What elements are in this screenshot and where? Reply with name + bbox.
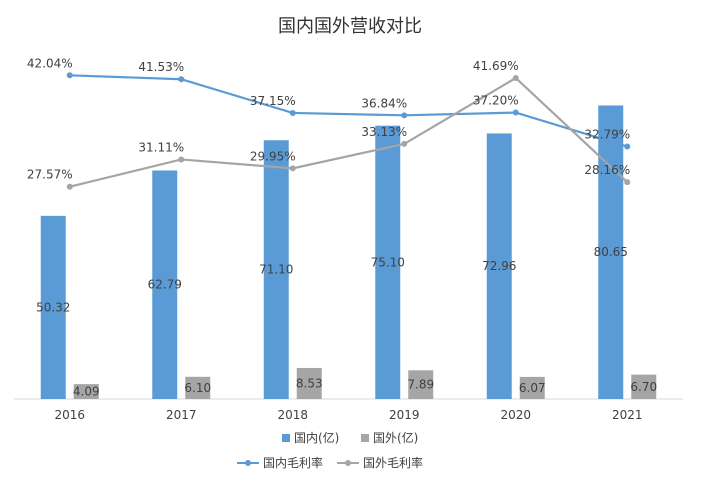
bar-domestic-2020 — [486, 133, 512, 399]
data-label-foreign-margin-2017: 31.11% — [138, 140, 184, 154]
point-foreign-margin-2017 — [178, 156, 185, 163]
legend-label-foreign: 国外(亿) — [373, 430, 418, 445]
bar-foreign-2018 — [296, 367, 322, 399]
data-label-domestic-margin-2020: 37.20% — [473, 94, 519, 108]
data-label-foreign-2019: 7.89 — [407, 378, 434, 392]
legend-swatch-domestic — [282, 434, 290, 442]
bar-layer — [40, 105, 657, 400]
bar-domestic-2018 — [263, 140, 289, 400]
data-label-domestic-margin-2021: 32.79% — [584, 128, 630, 142]
point-domestic-margin-2019 — [401, 112, 408, 119]
point-foreign-margin-2016 — [66, 183, 73, 190]
point-foreign-margin-2019 — [401, 140, 408, 147]
point-domestic-margin-2016 — [66, 72, 73, 79]
x-tick-label-2018: 2018 — [277, 408, 308, 422]
data-label-foreign-margin-2020: 41.69% — [473, 59, 519, 73]
bar-domestic-2017 — [152, 170, 178, 399]
point-domestic-margin-2020 — [512, 109, 519, 116]
data-label-layer: 50.32 4.09 62.79 6.10 71.10 8.53 75.10 7.89 72.9… — [27, 56, 657, 398]
data-label-foreign-2021: 6.70 — [630, 380, 657, 394]
legend-marker-domestic-margin — [245, 460, 251, 466]
data-label-domestic-margin-2017: 41.53% — [138, 60, 184, 74]
data-label-domestic-2021: 80.65 — [594, 245, 628, 259]
data-label-domestic-2020: 72.96 — [482, 259, 516, 273]
point-foreign-margin-2021 — [624, 179, 631, 186]
data-label-foreign-2016: 4.09 — [73, 385, 100, 399]
line-foreign-margin — [69, 76, 629, 188]
data-label-foreign-2017: 6.10 — [184, 381, 211, 395]
bar-foreign-2019 — [408, 370, 434, 399]
point-foreign-margin-2020 — [512, 74, 519, 81]
data-label-domestic-2016: 50.32 — [36, 300, 70, 314]
x-tick-label-2019: 2019 — [389, 408, 420, 422]
data-label-foreign-margin-2018: 29.95% — [250, 149, 296, 163]
data-label-foreign-margin-2021: 28.16% — [584, 163, 630, 177]
line-domestic-margin — [69, 74, 628, 148]
data-label-domestic-margin-2016: 42.04% — [27, 56, 73, 70]
data-label-foreign-2020: 6.07 — [519, 381, 546, 395]
point-domestic-margin-2021 — [624, 143, 631, 150]
legend-swatch-foreign — [361, 434, 369, 442]
x-tick-label-2021: 2021 — [612, 408, 643, 422]
legend: 国内(亿) 国外(亿) 国内毛利率 国外毛利率 — [237, 430, 423, 470]
data-label-domestic-2017: 62.79 — [148, 278, 182, 292]
point-foreign-margin-2018 — [289, 165, 296, 172]
legend-marker-foreign-margin — [345, 460, 351, 466]
chart-title: 国内国外营收对比 — [278, 16, 422, 37]
x-tick-label-2020: 2020 — [500, 408, 531, 422]
data-label-foreign-margin-2019: 33.13% — [361, 125, 407, 139]
bar-domestic-2016 — [40, 215, 66, 399]
data-label-domestic-margin-2019: 36.84% — [361, 96, 407, 110]
data-label-foreign-margin-2016: 27.57% — [27, 168, 73, 182]
data-label-domestic-2018: 71.10 — [259, 263, 293, 277]
legend-label-domestic: 国内(亿) — [294, 430, 339, 445]
x-tick-label-2016: 2016 — [54, 408, 85, 422]
bar-foreign-2017 — [185, 376, 211, 399]
data-label-domestic-2019: 75.10 — [371, 255, 405, 269]
bar-foreign-2020 — [519, 376, 545, 399]
point-domestic-margin-2018 — [289, 109, 296, 116]
legend-label-foreign-margin: 国外毛利率 — [363, 455, 423, 470]
data-label-foreign-2018: 8.53 — [296, 376, 323, 390]
point-domestic-margin-2017 — [178, 76, 185, 83]
bar-foreign-2016 — [73, 384, 99, 399]
bar-domestic-2021 — [598, 105, 624, 399]
bar-domestic-2019 — [375, 125, 401, 399]
x-tick-label-2017: 2017 — [166, 408, 197, 422]
x-tick-layer: 2016 2017 2018 2019 2020 2021 — [54, 408, 642, 422]
data-label-domestic-margin-2018: 37.15% — [250, 94, 296, 108]
legend-label-domestic-margin: 国内毛利率 — [263, 455, 323, 470]
bar-foreign-2021 — [631, 374, 657, 399]
line-layer — [66, 72, 631, 190]
